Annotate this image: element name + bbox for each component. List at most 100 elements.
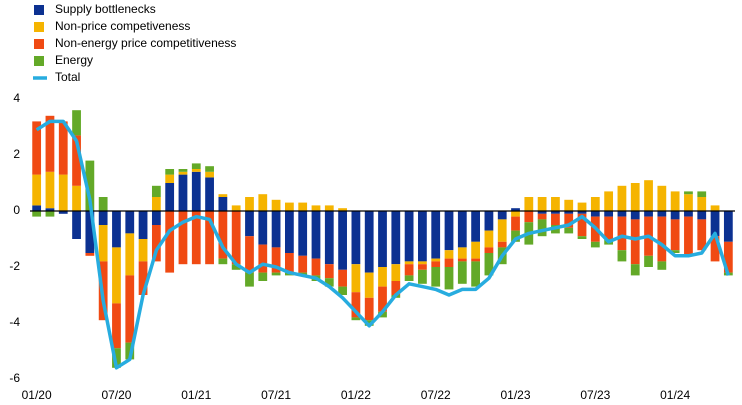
bar-segment xyxy=(351,264,361,293)
bar-segment xyxy=(471,261,481,287)
legend-swatch xyxy=(34,56,44,66)
x-tick-label: 01/20 xyxy=(22,388,52,402)
bar-segment xyxy=(670,211,680,220)
bar-segment xyxy=(311,211,321,259)
bar-segment xyxy=(72,110,81,136)
bar-segment xyxy=(364,272,374,298)
bar-segment xyxy=(457,247,467,259)
bar-segment xyxy=(98,211,108,225)
bar-segment xyxy=(258,194,268,211)
bar-segment xyxy=(710,205,720,211)
bar-segment xyxy=(537,219,547,237)
bar-segment xyxy=(258,211,268,245)
bar-segment xyxy=(205,171,214,178)
legend-swatch xyxy=(34,39,44,49)
bar-segment xyxy=(338,269,347,287)
bar-segment xyxy=(245,211,254,237)
bar-segment xyxy=(710,211,720,237)
bar-segment xyxy=(271,247,281,273)
bar-segment xyxy=(231,205,241,211)
bar-segment xyxy=(271,211,281,248)
legend-label: Non-price competiveness xyxy=(55,19,190,33)
bar-segment xyxy=(218,197,228,211)
bar-segment xyxy=(138,239,148,262)
bar-segment xyxy=(85,253,95,256)
bar-segment xyxy=(697,197,707,211)
bar-segment xyxy=(444,258,454,267)
bar-segment xyxy=(205,211,214,265)
bar-segment xyxy=(524,197,534,211)
bar-segment xyxy=(497,211,507,220)
bar-segment xyxy=(657,211,667,217)
bar-segment xyxy=(710,236,720,262)
bar-segment xyxy=(165,174,175,183)
x-tick-label: 07/22 xyxy=(421,388,451,402)
bar-segment xyxy=(218,194,228,197)
bar-segment xyxy=(58,174,68,211)
bar-segment xyxy=(298,202,308,211)
bar-segment xyxy=(431,267,441,287)
bar-segment xyxy=(205,177,214,211)
bar-segment xyxy=(125,211,135,234)
bar-segment xyxy=(471,211,481,242)
bar-segment xyxy=(457,211,467,248)
bar-segment xyxy=(151,197,161,211)
bar-segment xyxy=(178,211,188,265)
bar-segment xyxy=(457,261,467,284)
bar-segment xyxy=(431,211,441,259)
bar-segment xyxy=(657,216,667,262)
bar-segment xyxy=(537,211,547,214)
bar-segment xyxy=(471,258,481,262)
bar-segment xyxy=(32,121,42,175)
bar-segment xyxy=(537,213,547,220)
bar-segment xyxy=(178,171,188,175)
total-line xyxy=(35,119,731,370)
x-tick-label: 07/20 xyxy=(101,388,131,402)
bar-segment xyxy=(191,163,201,169)
bar-segment xyxy=(125,233,135,276)
bar-segment xyxy=(577,211,587,214)
bar-segment xyxy=(378,311,387,318)
bar-segment xyxy=(298,255,308,273)
bar-segment xyxy=(351,211,361,265)
bar-segment xyxy=(32,174,42,206)
x-tick-label: 07/21 xyxy=(261,388,291,402)
bar-segment xyxy=(684,194,693,211)
bar-segment xyxy=(697,219,707,251)
bar-segment xyxy=(404,211,414,262)
bar-segment xyxy=(617,250,627,262)
bar-segment xyxy=(45,211,55,217)
bar-segment xyxy=(577,213,587,237)
legend-label: Energy xyxy=(55,53,93,67)
bar-segment xyxy=(577,202,587,211)
x-tick-label: 01/24 xyxy=(660,388,690,402)
bar-segment xyxy=(471,241,481,259)
bar-segment xyxy=(617,211,627,217)
bar-segment xyxy=(590,197,600,211)
bar-segment xyxy=(58,121,68,175)
legend-label: Total xyxy=(55,70,80,84)
bar-segment xyxy=(630,219,640,265)
y-tick-label: -4 xyxy=(9,315,20,329)
bar-segment xyxy=(258,272,268,281)
bar-segment xyxy=(125,275,135,343)
bar-segment xyxy=(497,219,507,242)
bar-segment xyxy=(418,264,427,270)
y-tick-label: -2 xyxy=(9,259,20,273)
bar-segment xyxy=(151,185,161,197)
bar-segment xyxy=(298,211,308,256)
bar-segment xyxy=(98,197,108,211)
bar-segment xyxy=(138,211,148,239)
bar-segment xyxy=(112,303,121,349)
bar-segment xyxy=(497,241,507,248)
bar-segment xyxy=(564,199,574,211)
bar-segment xyxy=(418,261,427,265)
bar-segment xyxy=(45,208,55,211)
bar-segment xyxy=(378,211,387,267)
bar-segment xyxy=(590,211,600,217)
bar-segment xyxy=(564,213,574,228)
bar-segment xyxy=(98,225,108,262)
bar-segment xyxy=(351,292,361,318)
bar-segment xyxy=(630,183,640,211)
